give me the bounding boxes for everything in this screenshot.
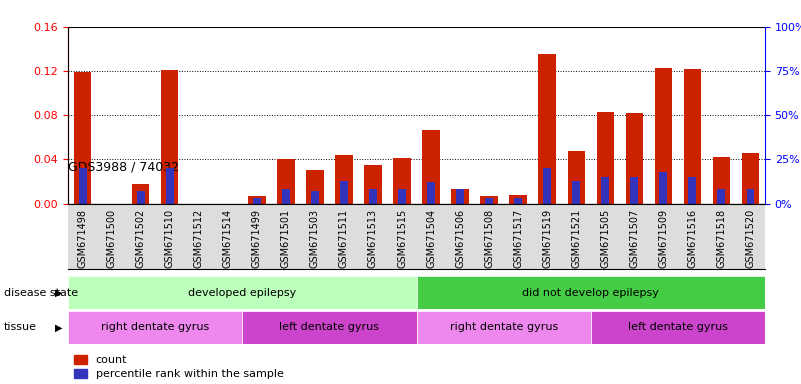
Text: GSM671518: GSM671518 — [716, 209, 727, 268]
Text: GSM671503: GSM671503 — [310, 209, 320, 268]
Bar — [74, 72, 91, 204]
Bar — [68, 276, 417, 309]
Text: GSM671504: GSM671504 — [426, 209, 436, 268]
Bar — [747, 189, 755, 204]
Bar — [253, 198, 261, 204]
Bar — [417, 311, 590, 344]
Text: disease state: disease state — [4, 288, 78, 298]
Bar — [538, 55, 556, 204]
Bar — [713, 157, 731, 204]
Bar — [514, 198, 522, 204]
Text: GDS3988 / 74032: GDS3988 / 74032 — [68, 161, 179, 174]
Bar — [451, 189, 469, 204]
Bar — [417, 276, 765, 309]
Text: ▶: ▶ — [55, 288, 62, 298]
Bar — [78, 168, 87, 204]
Text: did not develop epilepsy: did not develop epilepsy — [522, 288, 659, 298]
Bar — [68, 311, 242, 344]
Text: GSM671501: GSM671501 — [281, 209, 291, 268]
Bar — [277, 159, 295, 204]
Bar — [248, 196, 266, 204]
Bar — [630, 177, 638, 204]
Bar — [364, 165, 381, 204]
Bar — [132, 184, 149, 204]
Text: right dentate gyrus: right dentate gyrus — [101, 322, 209, 333]
Bar — [742, 153, 759, 204]
Text: GSM671512: GSM671512 — [194, 209, 203, 268]
Bar — [626, 113, 643, 204]
Bar — [422, 129, 440, 204]
Bar — [602, 177, 610, 204]
Bar — [597, 112, 614, 204]
Bar — [572, 180, 580, 204]
Bar — [161, 70, 179, 204]
Text: GSM671510: GSM671510 — [165, 209, 175, 268]
Text: GSM671502: GSM671502 — [135, 209, 146, 268]
Bar — [718, 189, 726, 204]
Bar — [282, 189, 290, 204]
Bar — [481, 196, 497, 204]
Bar — [166, 168, 174, 204]
Bar — [509, 195, 527, 204]
Text: right dentate gyrus: right dentate gyrus — [449, 322, 557, 333]
Text: left dentate gyrus: left dentate gyrus — [628, 322, 728, 333]
Bar — [340, 180, 348, 204]
Text: GSM671499: GSM671499 — [252, 209, 262, 268]
Bar — [485, 198, 493, 204]
Text: GSM671511: GSM671511 — [339, 209, 349, 268]
Text: GSM671517: GSM671517 — [513, 209, 523, 268]
Text: GSM671513: GSM671513 — [368, 209, 378, 268]
Text: GSM671498: GSM671498 — [78, 209, 87, 268]
Text: left dentate gyrus: left dentate gyrus — [280, 322, 380, 333]
Bar — [306, 170, 324, 204]
Text: GSM671505: GSM671505 — [600, 209, 610, 268]
Bar — [567, 151, 585, 204]
Text: GSM671515: GSM671515 — [397, 209, 407, 268]
Text: tissue: tissue — [4, 322, 37, 333]
Bar — [369, 189, 377, 204]
Text: GSM671514: GSM671514 — [223, 209, 233, 268]
Text: GSM671506: GSM671506 — [455, 209, 465, 268]
Text: developed epilepsy: developed epilepsy — [188, 288, 296, 298]
Legend: count, percentile rank within the sample: count, percentile rank within the sample — [74, 355, 284, 379]
Bar — [393, 158, 411, 204]
Bar — [683, 69, 701, 204]
Bar — [688, 177, 696, 204]
Bar — [242, 311, 417, 344]
Bar — [137, 191, 145, 204]
Bar — [311, 191, 319, 204]
Bar — [456, 189, 464, 204]
Bar — [543, 168, 551, 204]
Text: GSM671508: GSM671508 — [484, 209, 494, 268]
Bar — [335, 155, 352, 204]
Text: GSM671519: GSM671519 — [542, 209, 552, 268]
Text: GSM671500: GSM671500 — [107, 209, 117, 268]
Text: GSM671516: GSM671516 — [687, 209, 698, 268]
Text: ▶: ▶ — [55, 322, 62, 333]
Text: GSM671507: GSM671507 — [630, 209, 639, 268]
Bar — [659, 172, 667, 204]
Bar — [590, 311, 765, 344]
Text: GSM671520: GSM671520 — [746, 209, 755, 268]
Text: GSM671509: GSM671509 — [658, 209, 668, 268]
Bar — [398, 189, 406, 204]
Bar — [427, 182, 435, 204]
Text: GSM671521: GSM671521 — [571, 209, 582, 268]
Bar — [654, 68, 672, 204]
